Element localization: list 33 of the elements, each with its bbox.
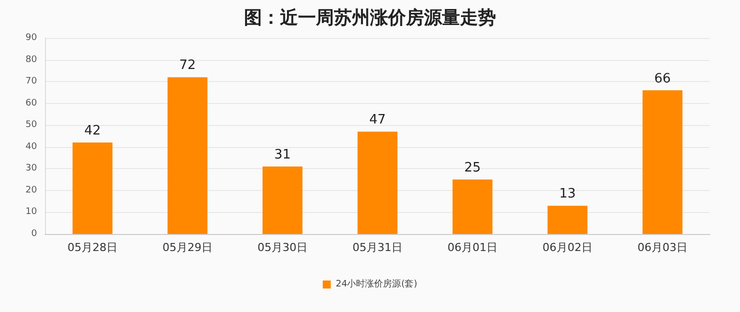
y-tick-label: 10 xyxy=(26,207,38,218)
x-tick-label: 05月29日 xyxy=(162,241,212,254)
x-tick-label: 06月01日 xyxy=(448,241,498,254)
data-label: 72 xyxy=(179,58,196,74)
bar xyxy=(262,166,302,234)
bar xyxy=(168,77,208,234)
y-tick-label: 40 xyxy=(26,142,38,152)
x-tick-label: 05月31日 xyxy=(352,241,402,254)
data-label: 13 xyxy=(559,186,576,202)
chart-title: 图：近一周苏州涨价房源量走势 xyxy=(244,8,496,28)
data-label: 66 xyxy=(654,71,671,86)
bar xyxy=(642,90,682,234)
bar xyxy=(358,132,398,234)
y-tick-label: 80 xyxy=(26,54,38,65)
y-tick-label: 20 xyxy=(26,185,38,196)
x-tick-label: 05月28日 xyxy=(68,241,118,254)
data-label: 25 xyxy=(464,160,481,176)
y-tick-label: 50 xyxy=(26,120,38,130)
y-tick-label: 90 xyxy=(26,33,38,43)
legend-label: 24小时涨价房源(套) xyxy=(336,278,418,290)
x-tick-label: 06月02日 xyxy=(542,241,592,254)
data-label: 31 xyxy=(274,147,291,162)
y-tick-label: 70 xyxy=(26,76,38,87)
y-tick-label: 30 xyxy=(26,164,38,174)
x-tick-label: 05月30日 xyxy=(258,241,308,254)
y-tick-label: 60 xyxy=(26,98,38,108)
y-tick-label: 0 xyxy=(31,229,38,239)
data-label: 47 xyxy=(369,112,386,128)
x-tick-label: 06月03日 xyxy=(638,241,688,254)
bar xyxy=(548,206,588,234)
bar xyxy=(452,180,492,234)
bar xyxy=(72,142,112,234)
data-label: 42 xyxy=(84,124,101,139)
